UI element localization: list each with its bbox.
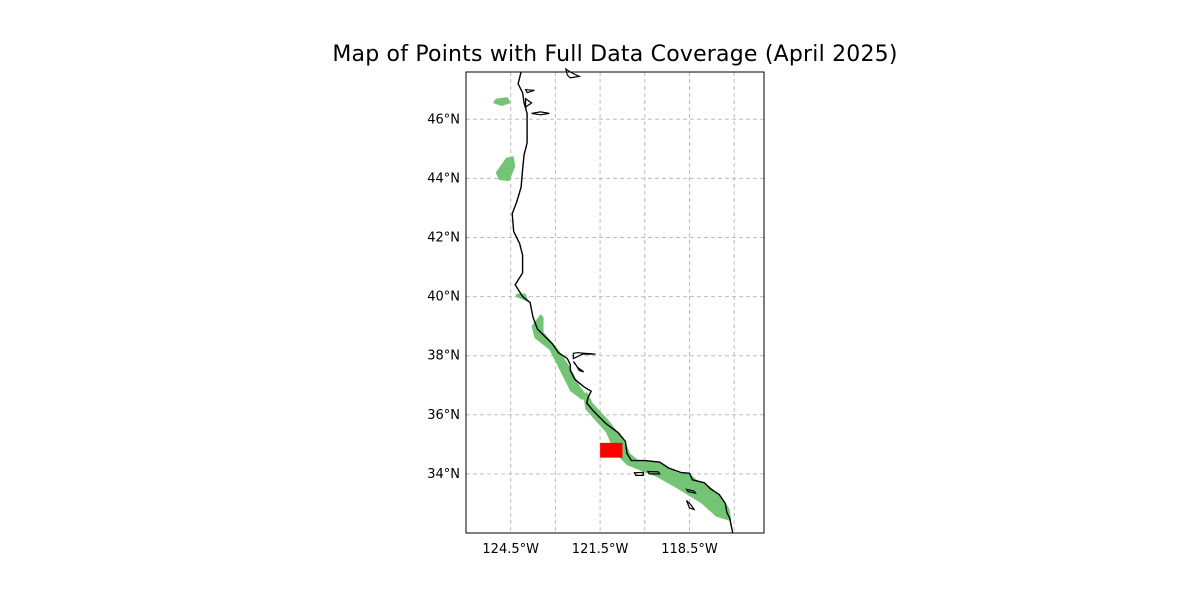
island-outline (646, 470, 661, 475)
tick-labels: 34°N 36°N 38°N 40°N 42°N 44°N 46°N 124.5°W 121.5… (427, 112, 718, 557)
highlight-region (600, 442, 623, 458)
highlight-layer (600, 442, 623, 458)
coastline (511, 71, 734, 534)
island-outline (685, 500, 696, 511)
coverage-region (515, 293, 529, 303)
y-tick-label: 40°N (427, 290, 460, 305)
coastline-layer (511, 67, 734, 534)
coverage-region (583, 391, 732, 522)
coverage-region (495, 156, 516, 182)
y-tick-label: 38°N (427, 349, 460, 364)
coverage-region (492, 97, 511, 106)
gridlines (466, 72, 764, 533)
y-tick-label: 36°N (427, 408, 460, 423)
x-tick-label: 118.5°W (661, 542, 718, 557)
coverage-region (531, 314, 589, 400)
bay-outline (572, 361, 585, 373)
x-tick-label: 121.5°W (572, 542, 629, 557)
map-frame (465, 71, 765, 534)
bay-outline (524, 89, 535, 94)
y-tick-label: 46°N (427, 112, 460, 127)
bay-outline (572, 352, 596, 360)
y-tick-label: 42°N (427, 230, 460, 245)
bay-outline (525, 97, 533, 109)
y-tick-label: 44°N (427, 171, 460, 186)
chart-title: Map of Points with Full Data Coverage (A… (332, 42, 898, 67)
island-outline (685, 488, 697, 494)
x-tick-label: 124.5°W (482, 542, 539, 557)
bay-outline (564, 67, 582, 79)
bay-outline (531, 111, 550, 116)
island-outline (633, 471, 644, 476)
y-tick-label: 34°N (427, 467, 460, 482)
